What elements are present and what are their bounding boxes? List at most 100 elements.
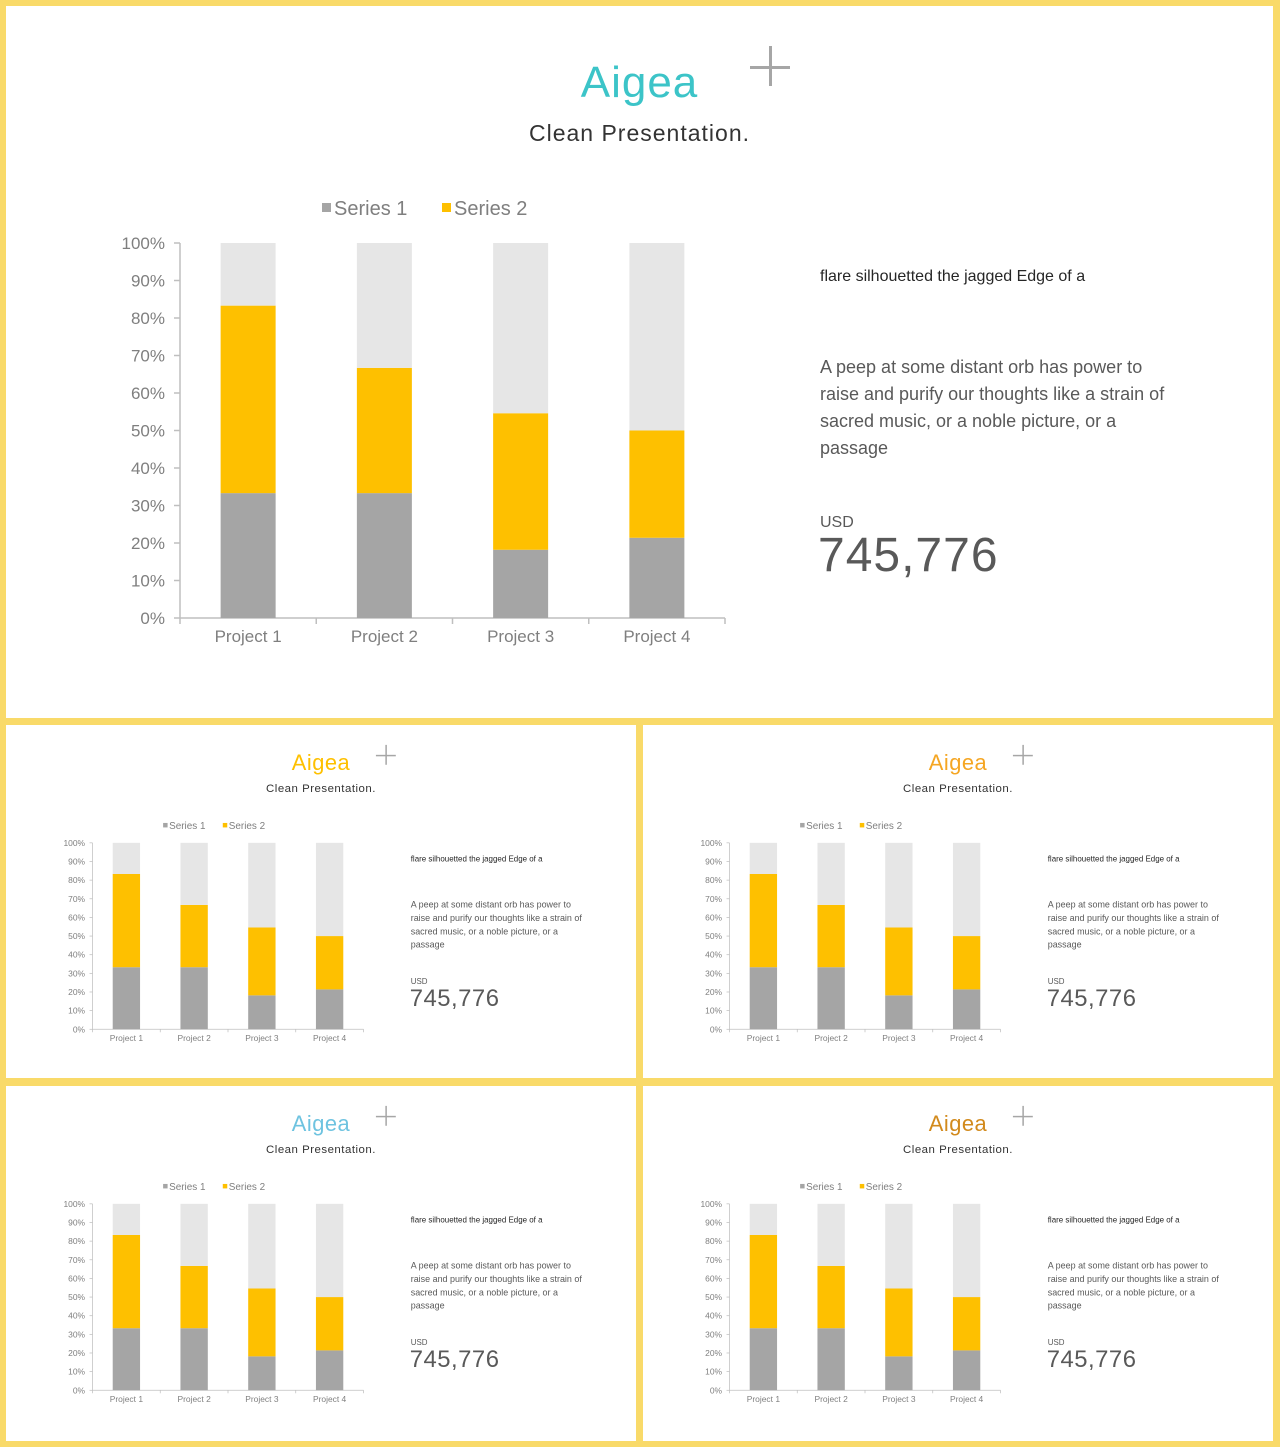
x-tick-label: Project 3 [882, 1394, 916, 1404]
y-tick-label: 60% [68, 1273, 85, 1283]
stacked-bar-chart: 0% 10% 20% 30% 40% 50% 60% 70% 80% 90% 100% Project… [700, 1182, 1001, 1404]
bar-remainder [315, 1203, 344, 1298]
slide-thumbnail-1[interactable]: Aigea Clean Presentation. 0% 10% 20% 30% 40%… [6, 725, 636, 1078]
legend-label: Series 1 [806, 1182, 843, 1193]
bar-series-1 [315, 1350, 344, 1391]
slide-thumbnail-3[interactable]: Aigea Clean Presentation. 0% 10% 20% 30% 40%… [6, 1086, 636, 1441]
y-tick-label: 20% [705, 987, 722, 997]
y-tick-label: 60% [705, 1273, 722, 1283]
bar-series-2 [180, 904, 208, 968]
legend-label: Series 1 [169, 1182, 206, 1193]
flare-text: flare silhouetted the jagged Edge of a [1047, 855, 1180, 864]
amount-value: 745,776 [409, 1346, 500, 1373]
amount-value: 745,776 [409, 985, 500, 1012]
y-tick-label: 50% [705, 931, 722, 941]
slide-main[interactable]: Aigea Clean Presentation. 0% 10% 20% 30% 40%… [6, 6, 1273, 718]
y-tick-label: 30% [131, 497, 165, 516]
x-tick-label: Project 1 [110, 1033, 144, 1043]
slide-subtitle: Clean Presentation. [528, 120, 750, 146]
bar-remainder [749, 842, 778, 874]
bar-series-2 [629, 430, 685, 538]
legend-swatch [800, 822, 805, 828]
slide-title: Aigea [928, 750, 988, 776]
y-tick-label: 20% [68, 987, 85, 997]
stacked-bar-chart: 0% 10% 20% 30% 40% 50% 60% 70% 80% 90% 100% Project… [700, 821, 1001, 1043]
body-paragraph: A peep at some distant orb has power to … [410, 1260, 582, 1311]
x-tick-label: Project 4 [950, 1033, 984, 1043]
y-tick-label: 60% [68, 912, 85, 922]
bar-series-1 [356, 493, 412, 618]
bar-series-2 [749, 873, 778, 968]
legend-label: Series 1 [169, 821, 206, 832]
bar-remainder [749, 1203, 778, 1235]
bar-series-1 [220, 493, 276, 618]
slide-content: Aigea Clean Presentation. 0% 10% 20% 30% 40%… [643, 1086, 1273, 1440]
slide-subtitle: Clean Presentation. [903, 781, 1013, 795]
bar-remainder [817, 842, 845, 905]
legend-swatch [322, 203, 331, 212]
y-tick-label: 10% [131, 572, 165, 591]
bar-series-2 [248, 1288, 276, 1357]
x-tick-label: Project 1 [110, 1394, 144, 1404]
y-tick-label: 100% [700, 838, 722, 848]
y-tick-label: 100% [122, 234, 165, 253]
slide-subtitle: Clean Presentation. [266, 1142, 376, 1156]
bar-remainder [112, 1203, 141, 1235]
legend-label: Series 2 [229, 1182, 266, 1193]
plus-icon [1012, 1105, 1033, 1126]
y-tick-label: 0% [710, 1385, 723, 1395]
plus-icon [1012, 744, 1033, 765]
legend-swatch [222, 822, 228, 828]
slide-subtitle: Clean Presentation. [266, 781, 376, 795]
bar-series-2 [952, 936, 981, 990]
y-tick-label: 40% [68, 1311, 85, 1321]
legend-swatch [222, 1183, 228, 1189]
stacked-bar-chart: 0% 10% 20% 30% 40% 50% 60% 70% 80% 90% 100% Project… [63, 1182, 364, 1404]
bar-series-1 [248, 995, 276, 1030]
y-tick-label: 80% [68, 1236, 85, 1246]
bar-series-2 [180, 1265, 208, 1329]
currency-label: USD [1047, 1338, 1065, 1348]
bar-series-2 [220, 305, 276, 494]
bar-series-1 [493, 549, 549, 618]
slide-title: Aigea [580, 58, 699, 107]
y-tick-label: 80% [705, 1236, 722, 1246]
y-tick-label: 0% [73, 1024, 86, 1034]
slide-content: Aigea Clean Presentation. 0% 10% 20% 30% 40%… [643, 725, 1273, 1078]
slide-thumbnail-2[interactable]: Aigea Clean Presentation. 0% 10% 20% 30% 40%… [643, 725, 1273, 1078]
bar-series-2 [315, 936, 344, 990]
bar-series-2 [952, 1297, 981, 1351]
stacked-bar-chart: 0% 10% 20% 30% 40% 50% 60% 70% 80% 90% 100% Project… [122, 198, 726, 646]
bar-series-2 [112, 1234, 141, 1329]
y-tick-label: 30% [68, 968, 85, 978]
y-tick-label: 0% [73, 1385, 86, 1395]
x-tick-label: Project 3 [245, 1394, 279, 1404]
y-tick-label: 0% [710, 1024, 723, 1034]
y-tick-label: 90% [68, 856, 85, 866]
bar-series-1 [749, 1328, 778, 1391]
bar-series-2 [885, 927, 913, 996]
y-tick-label: 90% [68, 1217, 85, 1227]
currency-label: USD [1047, 977, 1065, 987]
x-tick-label: Project 2 [814, 1033, 848, 1043]
x-tick-label: Project 3 [882, 1033, 916, 1043]
y-tick-label: 50% [131, 422, 165, 441]
x-tick-label: Project 4 [950, 1394, 984, 1404]
bar-series-2 [493, 413, 549, 550]
bar-series-2 [248, 927, 276, 996]
x-tick-label: Project 4 [313, 1033, 347, 1043]
plus-icon [375, 1105, 396, 1126]
bar-remainder [112, 842, 141, 874]
x-tick-label: Project 2 [177, 1394, 211, 1404]
y-tick-label: 20% [705, 1348, 722, 1358]
bar-series-1 [885, 1356, 913, 1391]
body-paragraph: A peep at some distant orb has power to … [1047, 1260, 1219, 1311]
legend-label: Series 2 [229, 821, 266, 832]
y-tick-label: 90% [705, 1217, 722, 1227]
bar-remainder [885, 842, 913, 928]
bar-series-1 [952, 989, 981, 1030]
legend-label: Series 1 [334, 198, 407, 220]
bar-remainder [248, 842, 276, 928]
slide-thumbnail-4[interactable]: Aigea Clean Presentation. 0% 10% 20% 30% 40%… [643, 1086, 1273, 1441]
y-tick-label: 100% [700, 1199, 722, 1209]
